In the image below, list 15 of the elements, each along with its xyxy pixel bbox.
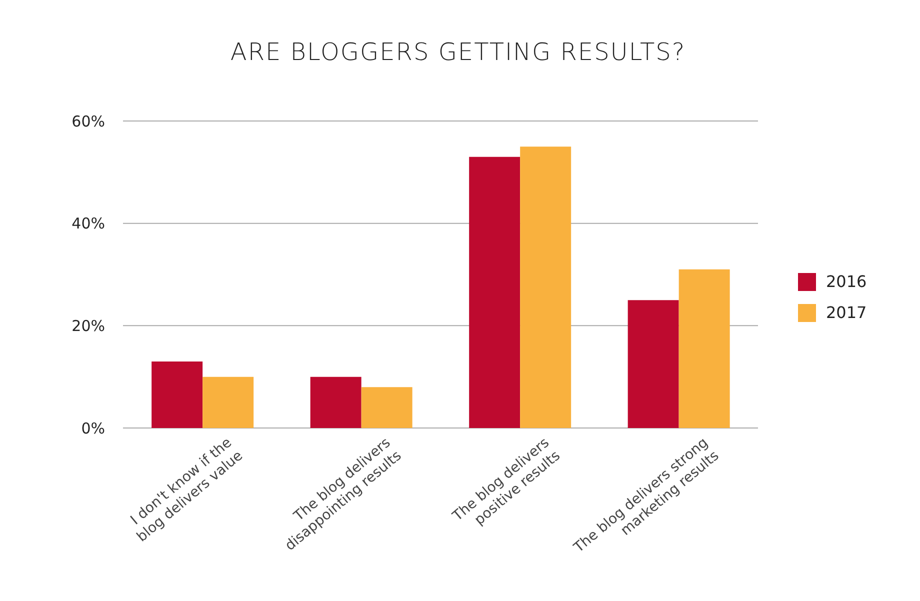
- y-tick-label: 60%: [72, 112, 105, 130]
- bar: [361, 387, 412, 428]
- legend-label: 2017: [825, 303, 868, 322]
- y-tick-label: 0%: [81, 419, 105, 438]
- legend-label: 2016: [825, 272, 868, 291]
- bar: [678, 269, 730, 428]
- bar: [202, 376, 254, 428]
- bar: [152, 361, 203, 428]
- bar: [520, 146, 572, 428]
- bar: [310, 376, 362, 428]
- y-tick-label: 40%: [72, 214, 105, 233]
- bar: [628, 300, 679, 428]
- bar: [469, 156, 520, 428]
- y-tick-label: 20%: [72, 316, 105, 335]
- chart-title: ARE BLOGGERS GETTING RESULTS?: [229, 38, 687, 66]
